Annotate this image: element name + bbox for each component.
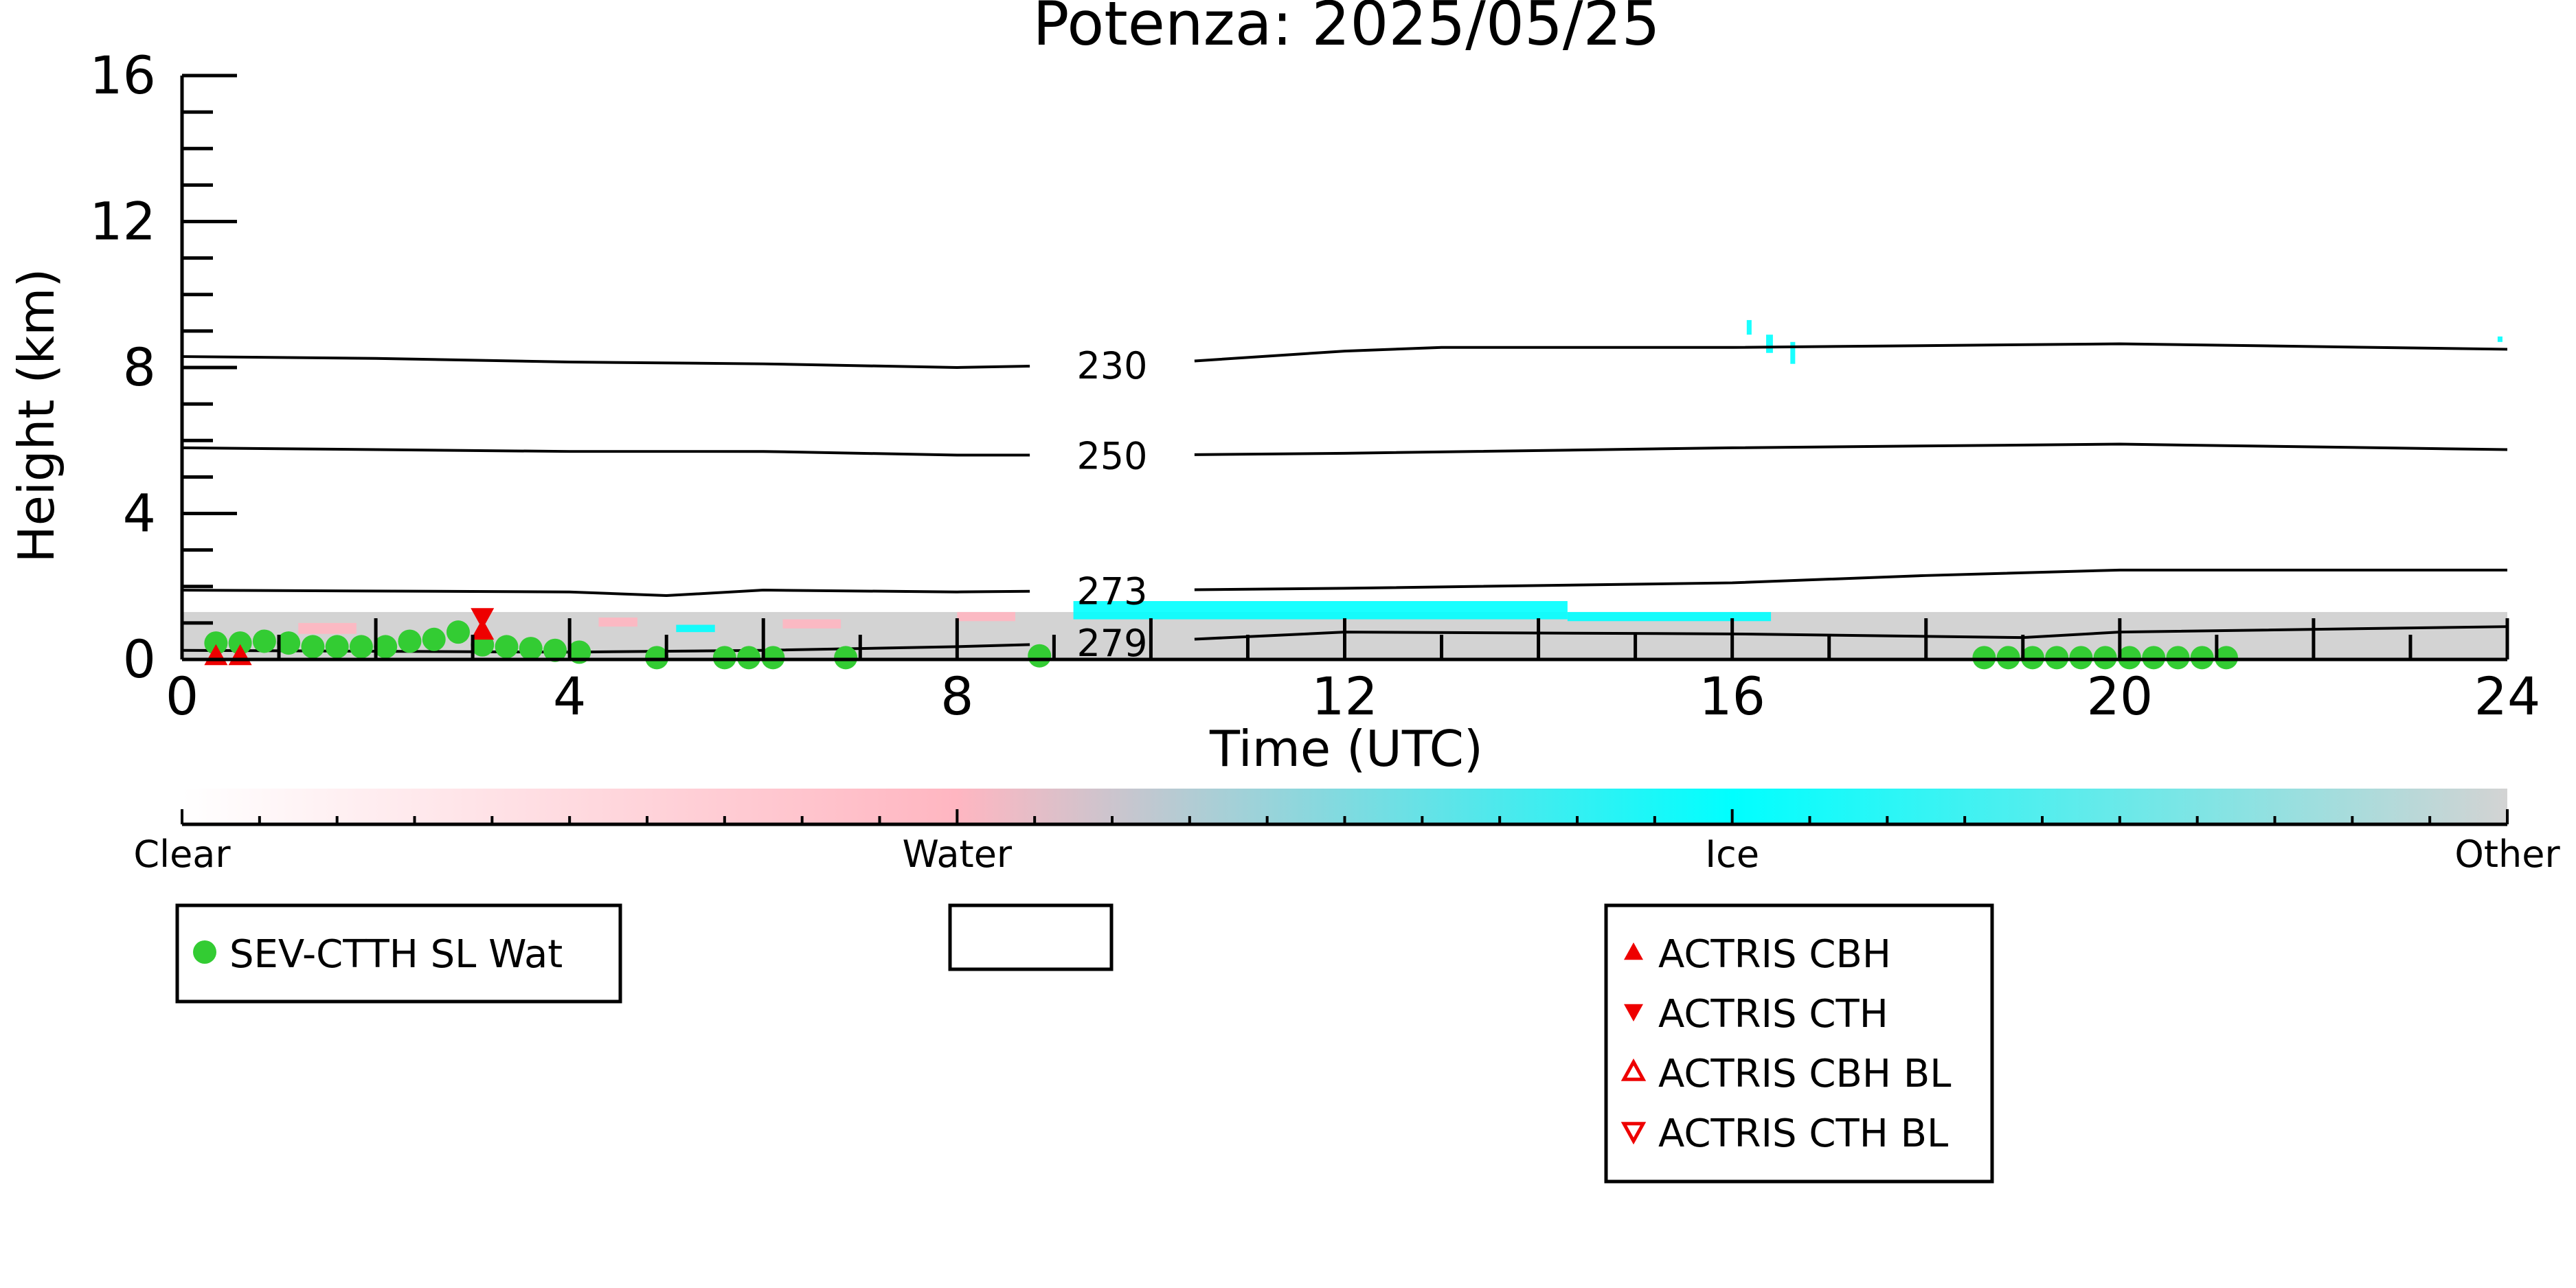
legend-marker-sev-ctth-sl-wat bbox=[193, 940, 216, 964]
y-tick-label: 0 bbox=[123, 629, 156, 690]
marker-sev-ctth-sl-wat bbox=[252, 629, 276, 653]
marker-sev-ctth-sl-wat bbox=[2142, 646, 2166, 670]
layer-ice bbox=[676, 624, 715, 633]
y-tick-label: 8 bbox=[123, 337, 156, 398]
colorbar-labels: Clear Water Ice Other bbox=[133, 833, 2560, 876]
isotherm-230-left bbox=[181, 355, 1030, 370]
x-tick-label: 4 bbox=[553, 666, 586, 727]
layer-water bbox=[957, 611, 1015, 622]
marker-sev-ctth-sl-wat bbox=[737, 646, 761, 670]
x-tick-label: 20 bbox=[2086, 666, 2153, 727]
legend-entry: ACTRIS CBH BL bbox=[1658, 1052, 1951, 1096]
isotherm-279-right bbox=[1194, 625, 2508, 641]
marker-sev-ctth-sl-wat bbox=[422, 627, 446, 651]
layer-ice bbox=[1766, 335, 1773, 353]
layer-ice bbox=[1746, 319, 1752, 335]
colorbar-label-other: Other bbox=[2454, 833, 2560, 876]
marker-sev-ctth-sl-wat bbox=[645, 646, 669, 670]
marker-sev-ctth-sl-wat bbox=[495, 635, 519, 659]
legend-marker-actris-cbh-bl bbox=[1620, 1058, 1647, 1081]
marker-sev-ctth-sl-wat bbox=[374, 635, 398, 659]
marker-sev-ctth-sl-wat bbox=[1028, 644, 1052, 668]
isotherm-250-right bbox=[1194, 442, 2508, 456]
legend-box bbox=[948, 903, 1114, 971]
layer-ice bbox=[1567, 611, 1772, 622]
legend-entry: SEV-CTTH SL Wat bbox=[229, 932, 563, 977]
legend-marker-actris-cbh bbox=[1624, 942, 1643, 960]
legend-box bbox=[1604, 903, 1994, 1184]
y-tick-label: 4 bbox=[123, 483, 156, 544]
legend-entry: ACTRIS CBH bbox=[1658, 932, 1891, 977]
layer-ice bbox=[2497, 336, 2502, 342]
isotherm-label-230: 230 bbox=[1076, 344, 1147, 387]
x-tick-label: 16 bbox=[1699, 666, 1765, 727]
y-tick-label: 16 bbox=[89, 45, 156, 106]
marker-actris-cth bbox=[471, 608, 495, 629]
chart-title: Potenza: 2025/05/25 bbox=[1032, 0, 1660, 59]
y-axis-label: Height (km) bbox=[8, 269, 65, 563]
y-tick-label: 12 bbox=[89, 191, 156, 252]
marker-sev-ctth-sl-wat bbox=[2190, 646, 2214, 670]
marker-sev-ctth-sl-wat bbox=[712, 646, 736, 670]
isotherm-273-left bbox=[181, 589, 1030, 598]
marker-sev-ctth-sl-wat bbox=[761, 646, 785, 670]
layer-ice bbox=[1073, 601, 1568, 620]
marker-sev-ctth-sl-wat bbox=[2117, 646, 2141, 670]
marker-sev-ctth-sl-wat bbox=[2093, 646, 2117, 670]
legend-entry: ACTRIS CTH BL bbox=[1658, 1111, 1948, 1156]
marker-sev-ctth-sl-wat bbox=[277, 631, 301, 655]
marker-sev-ctth-sl-wat bbox=[204, 631, 228, 655]
legend-entry: ACTRIS CTH bbox=[1658, 992, 1888, 1037]
marker-sev-ctth-sl-wat bbox=[325, 635, 349, 659]
x-tick-label: 12 bbox=[1311, 666, 1378, 727]
marker-sev-ctth-sl-wat bbox=[1972, 646, 1996, 670]
marker-sev-ctth-sl-wat bbox=[543, 638, 567, 662]
marker-sev-ctth-sl-wat bbox=[834, 646, 858, 670]
marker-sev-ctth-sl-wat bbox=[2045, 646, 2069, 670]
layer-ice bbox=[1790, 341, 1796, 364]
legend-box bbox=[175, 903, 622, 1004]
legends: SEV-CTTH SL Wat ACTRIS CBH ACTRIS CTH ACTRI… bbox=[175, 903, 1994, 1184]
marker-sev-ctth-sl-wat bbox=[2020, 646, 2044, 670]
x-tick-label: 24 bbox=[2474, 666, 2541, 727]
layer-water bbox=[782, 619, 841, 629]
marker-sev-ctth-sl-wat bbox=[2166, 646, 2190, 670]
marker-sev-ctth-sl-wat bbox=[228, 631, 252, 655]
marker-sev-ctth-sl-wat bbox=[446, 620, 470, 644]
marker-sev-ctth-sl-wat bbox=[2069, 646, 2093, 670]
marker-sev-ctth-sl-wat bbox=[1996, 646, 2020, 670]
isotherm-230-right bbox=[1194, 342, 2508, 363]
layer-water bbox=[298, 622, 357, 634]
marker-sev-ctth-sl-wat bbox=[519, 637, 543, 661]
x-tick-label: 8 bbox=[940, 666, 973, 727]
isotherm-label-273: 273 bbox=[1076, 570, 1147, 613]
isotherm-label-250: 250 bbox=[1076, 435, 1147, 478]
cloud-class-colorbar bbox=[181, 789, 2509, 826]
x-axis-label: Time (UTC) bbox=[1209, 720, 1483, 778]
x-tick-label: 0 bbox=[166, 666, 199, 727]
colorbar-label-water: Water bbox=[903, 833, 1013, 876]
isotherm-250-left bbox=[181, 446, 1030, 457]
tick-labels: 0 4 8 12 16 0 4 8 12 16 20 24 bbox=[89, 45, 2540, 727]
marker-sev-ctth-sl-wat bbox=[349, 635, 373, 659]
layer-water bbox=[598, 617, 637, 627]
plot-axes bbox=[180, 74, 2509, 662]
marker-sev-ctth-sl-wat bbox=[301, 635, 325, 659]
marker-sev-ctth-sl-wat bbox=[398, 629, 422, 653]
colorbar-label-clear: Clear bbox=[133, 833, 231, 876]
colorbar-label-ice: Ice bbox=[1705, 833, 1759, 876]
marker-sev-ctth-sl-wat bbox=[2214, 646, 2238, 670]
legend-marker-actris-cth bbox=[1624, 1004, 1643, 1021]
legend-marker-actris-cth-bl bbox=[1620, 1122, 1647, 1145]
classification-layers bbox=[182, 319, 2507, 659]
isotherm-273-right bbox=[1194, 568, 2507, 591]
